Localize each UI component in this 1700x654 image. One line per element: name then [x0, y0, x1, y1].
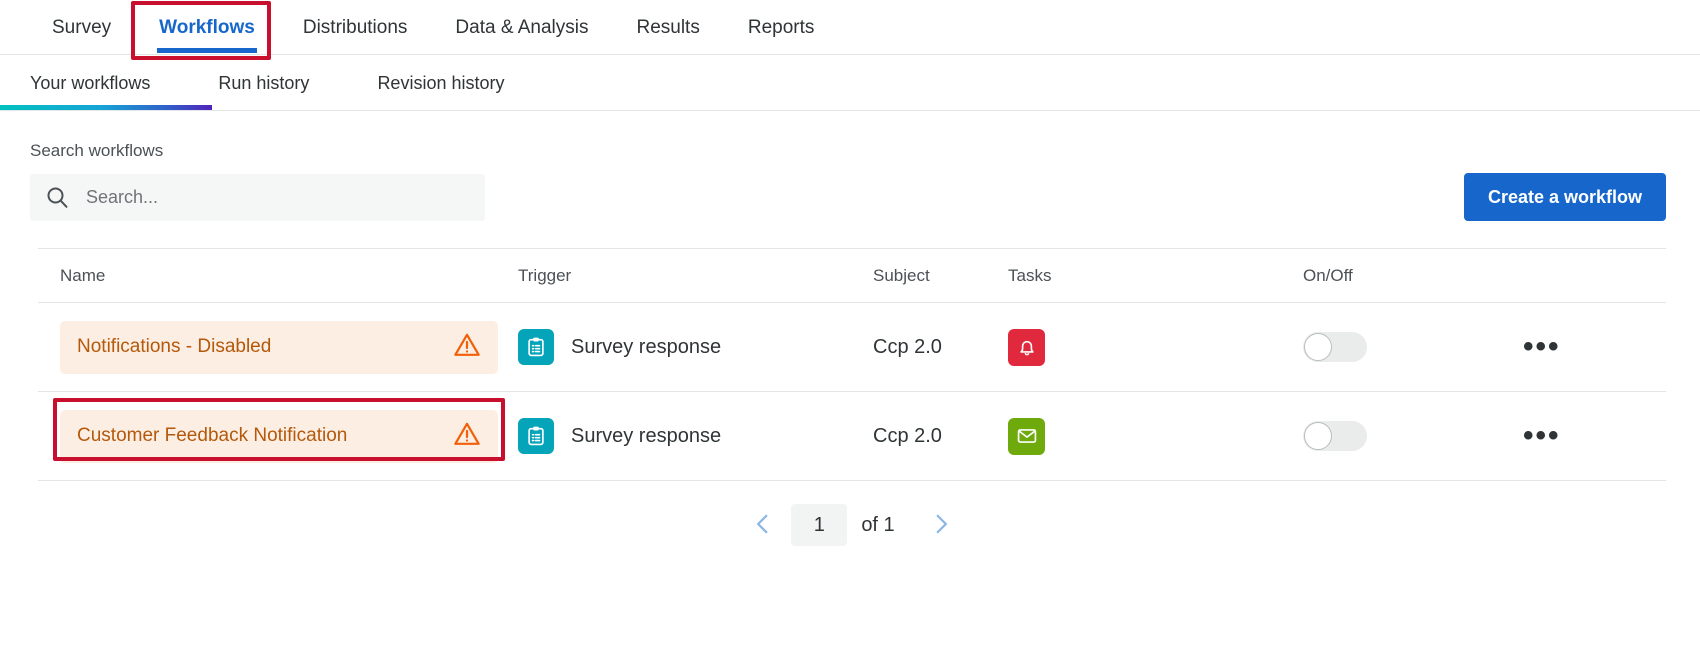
cell-actions: ••• [1523, 419, 1666, 452]
nav-active-underline [157, 47, 257, 53]
cell-onoff [1303, 421, 1523, 451]
cell-trigger: Survey response [518, 418, 873, 454]
row-overflow-menu-button[interactable]: ••• [1523, 330, 1561, 363]
nav-tab-survey-label: Survey [52, 16, 112, 38]
nav-tab-distributions-label: Distributions [302, 16, 408, 38]
cell-tasks [1008, 328, 1303, 366]
column-header-tasks: Tasks [1008, 265, 1052, 285]
nav-tab-reports-label: Reports [747, 16, 815, 38]
cell-onoff [1303, 332, 1523, 362]
chevron-left-icon [750, 511, 776, 540]
row-overflow-menu-button[interactable]: ••• [1523, 419, 1561, 452]
primary-nav: Survey Workflows Distributions Data & An… [0, 0, 1700, 60]
clipboard-icon [518, 418, 554, 454]
column-header-trigger: Trigger [518, 265, 572, 285]
subtab-your-workflows[interactable]: Your workflows [30, 55, 182, 111]
pagination-next-button[interactable] [919, 503, 963, 547]
nav-tab-reports[interactable]: Reports [724, 0, 839, 55]
table-row[interactable]: Customer Feedback Notification [38, 392, 1666, 481]
subtab-active-underline [0, 105, 212, 110]
workflow-enable-toggle[interactable] [1303, 421, 1367, 451]
search-icon [45, 185, 69, 209]
nav-tab-results[interactable]: Results [612, 0, 723, 55]
mail-icon[interactable] [1008, 417, 1045, 455]
table-header-row: Name Trigger Subject Tasks On/Off [38, 248, 1666, 303]
workflows-table: Name Trigger Subject Tasks On/Off Notifi… [0, 248, 1700, 547]
subtab-run-history-label: Run history [218, 72, 310, 93]
column-header-name: Name [60, 265, 106, 285]
search-input-wrapper[interactable] [30, 173, 485, 221]
nav-tab-workflows-label: Workflows [159, 16, 255, 38]
subtab-revision-history[interactable]: Revision history [377, 55, 536, 111]
nav-tab-results-label: Results [636, 16, 700, 38]
table-row[interactable]: Notifications - Disabled [38, 303, 1666, 392]
toggle-knob [1304, 422, 1332, 450]
pagination-prev-button[interactable] [741, 503, 785, 547]
nav-tab-distributions[interactable]: Distributions [279, 0, 432, 55]
cell-subject: Ccp 2.0 [873, 336, 1008, 359]
search-row: Create a workflow [30, 173, 1666, 221]
trigger-label: Survey response [571, 335, 722, 358]
subject-label: Ccp 2.0 [873, 424, 942, 447]
nav-tab-data-and-analysis[interactable]: Data & Analysis [431, 0, 612, 55]
nav-tab-data-and-analysis-label: Data & Analysis [455, 16, 589, 38]
search-section: Search workflows Create a workflow [0, 111, 1700, 221]
create-workflow-button[interactable]: Create a workflow [1463, 173, 1666, 221]
subtab-revision-history-label: Revision history [377, 72, 505, 93]
cell-subject: Ccp 2.0 [873, 425, 1008, 448]
search-input[interactable] [84, 174, 444, 220]
warning-triangle-icon [453, 420, 481, 453]
workflow-name-pill[interactable]: Customer Feedback Notification [60, 409, 498, 463]
column-header-subject: Subject [873, 265, 930, 285]
subject-label: Ccp 2.0 [873, 335, 942, 358]
trigger-label: Survey response [571, 424, 722, 447]
subtab-your-workflows-label: Your workflows [30, 72, 151, 93]
search-label: Search workflows [30, 141, 164, 160]
toggle-knob [1304, 333, 1332, 361]
cell-trigger: Survey response [518, 329, 873, 365]
clipboard-icon [518, 329, 554, 365]
nav-tab-survey[interactable]: Survey [28, 0, 135, 55]
bell-icon[interactable] [1008, 328, 1045, 366]
chevron-right-icon [928, 511, 954, 540]
nav-tab-workflows[interactable]: Workflows [135, 0, 279, 55]
cell-name: Customer Feedback Notification [38, 398, 518, 463]
pagination: 1 of 1 [38, 503, 1666, 547]
pagination-current-page[interactable]: 1 [791, 504, 848, 546]
workflow-enable-toggle[interactable] [1303, 332, 1367, 362]
secondary-nav: Your workflows Run history Revision hist… [0, 55, 1700, 111]
cell-tasks [1008, 417, 1303, 455]
pagination-total-label: of 1 [861, 513, 895, 536]
column-header-onoff: On/Off [1303, 265, 1353, 285]
subtab-run-history[interactable]: Run history [218, 55, 341, 111]
cell-name: Notifications - Disabled [38, 320, 518, 374]
workflow-name-label: Notifications - Disabled [77, 336, 272, 357]
workflow-name-pill[interactable]: Notifications - Disabled [60, 320, 498, 374]
workflow-name-label: Customer Feedback Notification [77, 425, 348, 446]
warning-triangle-icon [453, 331, 481, 364]
cell-actions: ••• [1523, 330, 1666, 363]
